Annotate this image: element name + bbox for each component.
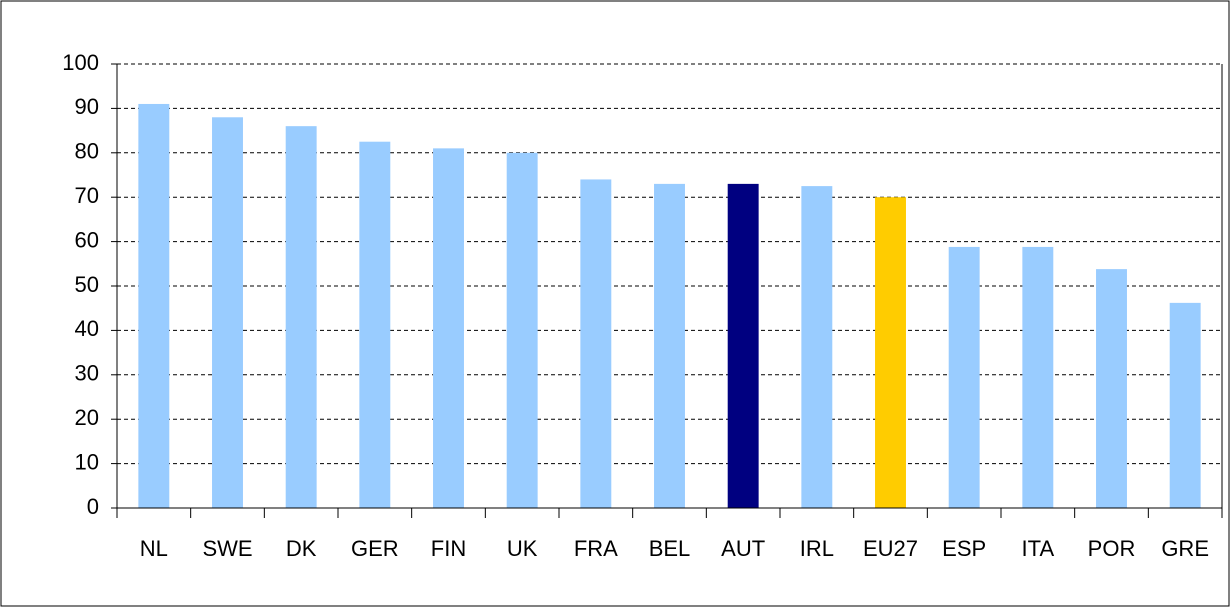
x-tick-label: AUT	[721, 536, 765, 561]
x-tick-label: UK	[507, 536, 538, 561]
y-tick-label: 70	[75, 183, 99, 208]
bar	[1022, 246, 1054, 509]
y-tick-label: 20	[75, 405, 99, 430]
bar	[433, 148, 464, 509]
x-tick-label: POR	[1088, 536, 1136, 561]
x-tick-label: GER	[351, 536, 399, 561]
y-tick-label: 90	[75, 94, 99, 119]
x-tick-label: ESP	[942, 536, 986, 561]
bar	[801, 186, 833, 508]
x-tick-label: IRL	[800, 536, 834, 561]
x-tick-label: EU27	[863, 536, 918, 561]
bar	[1096, 269, 1127, 508]
bar	[654, 183, 685, 508]
y-tick-label: 50	[75, 272, 99, 297]
bar	[359, 141, 391, 508]
x-tick-label: FRA	[574, 536, 618, 561]
x-tick-label: SWE	[202, 536, 252, 561]
x-tick-label: FIN	[431, 536, 466, 561]
bar	[1169, 302, 1201, 508]
bar	[506, 152, 538, 509]
x-tick-label: BEL	[649, 536, 691, 561]
y-tick-label: 0	[87, 494, 99, 519]
bar	[948, 246, 980, 509]
y-tick-label: 40	[75, 316, 99, 341]
bar	[875, 197, 906, 508]
x-tick-label: ITA	[1022, 536, 1055, 561]
y-tick-label: 80	[75, 139, 99, 164]
y-tick-label: 30	[75, 361, 99, 386]
bar	[138, 103, 170, 509]
x-tick-label: DK	[286, 536, 317, 561]
bar	[212, 117, 243, 508]
bar	[727, 183, 759, 508]
y-tick-label: 10	[75, 449, 99, 474]
bar	[580, 179, 612, 508]
x-tick-label: NL	[140, 536, 168, 561]
y-tick-label: 100	[62, 50, 99, 75]
y-tick-label: 60	[75, 227, 99, 252]
bar	[285, 126, 317, 508]
x-tick-label: GRE	[1161, 536, 1209, 561]
